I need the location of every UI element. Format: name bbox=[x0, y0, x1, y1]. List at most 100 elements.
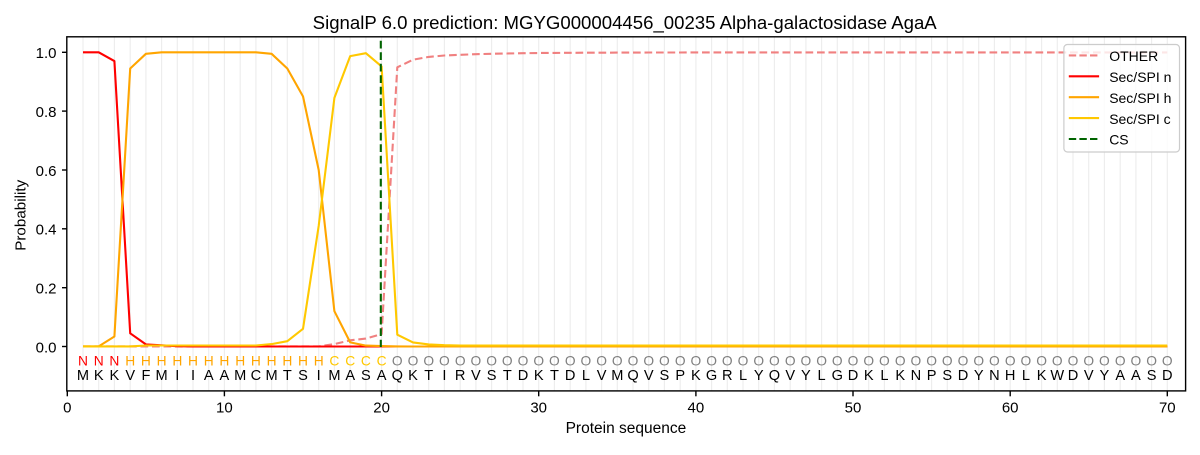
svg-text:N: N bbox=[94, 354, 104, 369]
svg-text:H: H bbox=[251, 354, 261, 369]
svg-text:K: K bbox=[408, 368, 418, 384]
svg-text:O: O bbox=[926, 354, 937, 369]
svg-text:O: O bbox=[691, 354, 702, 369]
svg-text:Q: Q bbox=[392, 368, 403, 384]
svg-text:0.8: 0.8 bbox=[36, 104, 57, 121]
svg-text:A: A bbox=[220, 368, 230, 384]
svg-text:C: C bbox=[361, 354, 371, 369]
svg-text:V: V bbox=[471, 368, 481, 384]
svg-text:O: O bbox=[911, 354, 922, 369]
svg-text:G: G bbox=[832, 368, 843, 384]
svg-text:D: D bbox=[1068, 368, 1079, 384]
svg-text:Sec/SPI h: Sec/SPI h bbox=[1109, 90, 1171, 106]
svg-text:A: A bbox=[1131, 368, 1141, 384]
svg-text:O: O bbox=[1146, 354, 1157, 369]
svg-text:R: R bbox=[722, 368, 733, 384]
svg-text:O: O bbox=[565, 354, 576, 369]
svg-text:K: K bbox=[691, 368, 701, 384]
svg-text:O: O bbox=[832, 354, 843, 369]
svg-text:R: R bbox=[455, 368, 466, 384]
svg-text:O: O bbox=[408, 354, 419, 369]
svg-text:O: O bbox=[1021, 354, 1032, 369]
svg-text:Y: Y bbox=[974, 368, 984, 384]
svg-text:O: O bbox=[486, 354, 497, 369]
svg-text:O: O bbox=[533, 354, 544, 369]
svg-text:H: H bbox=[298, 354, 308, 369]
svg-text:Sec/SPI c: Sec/SPI c bbox=[1109, 111, 1170, 127]
svg-text:H: H bbox=[1005, 368, 1016, 384]
svg-text:L: L bbox=[1022, 368, 1030, 384]
svg-text:70: 70 bbox=[1159, 400, 1176, 417]
svg-text:0.0: 0.0 bbox=[36, 339, 57, 356]
svg-text:O: O bbox=[1068, 354, 1079, 369]
svg-text:I: I bbox=[317, 368, 321, 384]
svg-text:O: O bbox=[942, 354, 953, 369]
svg-text:T: T bbox=[503, 368, 512, 384]
svg-text:V: V bbox=[1084, 368, 1094, 384]
svg-text:O: O bbox=[455, 354, 466, 369]
svg-text:P: P bbox=[675, 368, 685, 384]
svg-text:T: T bbox=[550, 368, 559, 384]
svg-text:O: O bbox=[423, 354, 434, 369]
svg-text:O: O bbox=[1131, 354, 1142, 369]
svg-text:W: W bbox=[1050, 368, 1064, 384]
svg-text:O: O bbox=[659, 354, 670, 369]
svg-text:O: O bbox=[549, 354, 560, 369]
svg-text:K: K bbox=[110, 368, 120, 384]
svg-text:H: H bbox=[282, 354, 292, 369]
svg-text:L: L bbox=[582, 368, 590, 384]
svg-text:H: H bbox=[204, 354, 214, 369]
svg-text:O: O bbox=[596, 354, 607, 369]
svg-text:I: I bbox=[442, 368, 446, 384]
svg-text:Sec/SPI n: Sec/SPI n bbox=[1109, 69, 1171, 85]
svg-text:S: S bbox=[1147, 368, 1157, 384]
svg-text:O: O bbox=[518, 354, 529, 369]
svg-text:N: N bbox=[911, 368, 922, 384]
svg-text:S: S bbox=[660, 368, 670, 384]
svg-text:M: M bbox=[328, 368, 340, 384]
svg-text:S: S bbox=[942, 368, 952, 384]
svg-text:O: O bbox=[1115, 354, 1126, 369]
svg-text:D: D bbox=[1162, 368, 1173, 384]
svg-text:S: S bbox=[361, 368, 371, 384]
svg-text:C: C bbox=[377, 354, 387, 369]
svg-text:L: L bbox=[818, 368, 826, 384]
svg-text:O: O bbox=[989, 354, 1000, 369]
svg-text:D: D bbox=[848, 368, 859, 384]
svg-text:O: O bbox=[1036, 354, 1047, 369]
svg-text:N: N bbox=[109, 354, 119, 369]
svg-text:O: O bbox=[1052, 354, 1063, 369]
svg-text:N: N bbox=[989, 368, 1000, 384]
svg-text:O: O bbox=[706, 354, 717, 369]
svg-text:10: 10 bbox=[216, 400, 233, 417]
svg-text:30: 30 bbox=[530, 400, 547, 417]
svg-text:O: O bbox=[879, 354, 890, 369]
svg-text:S: S bbox=[298, 368, 308, 384]
svg-text:D: D bbox=[518, 368, 529, 384]
svg-text:O: O bbox=[863, 354, 874, 369]
svg-text:O: O bbox=[628, 354, 639, 369]
svg-text:O: O bbox=[769, 354, 780, 369]
svg-text:V: V bbox=[597, 368, 607, 384]
svg-text:V: V bbox=[785, 368, 795, 384]
svg-text:O: O bbox=[738, 354, 749, 369]
svg-text:T: T bbox=[283, 368, 292, 384]
svg-text:O: O bbox=[675, 354, 686, 369]
svg-text:CS: CS bbox=[1109, 132, 1128, 148]
svg-text:K: K bbox=[534, 368, 544, 384]
svg-text:H: H bbox=[188, 354, 198, 369]
svg-text:H: H bbox=[157, 354, 167, 369]
svg-text:M: M bbox=[611, 368, 623, 384]
svg-text:Probability: Probability bbox=[13, 179, 30, 250]
svg-text:O: O bbox=[471, 354, 482, 369]
svg-text:K: K bbox=[94, 368, 104, 384]
svg-text:C: C bbox=[329, 354, 339, 369]
svg-text:Q: Q bbox=[769, 368, 780, 384]
svg-text:50: 50 bbox=[845, 400, 862, 417]
svg-text:SignalP 6.0 prediction: MGYG00: SignalP 6.0 prediction: MGYG000004456_00… bbox=[313, 12, 938, 34]
svg-text:K: K bbox=[1037, 368, 1047, 384]
svg-text:A: A bbox=[204, 368, 214, 384]
svg-text:H: H bbox=[219, 354, 229, 369]
svg-text:O: O bbox=[612, 354, 623, 369]
svg-text:I: I bbox=[175, 368, 179, 384]
